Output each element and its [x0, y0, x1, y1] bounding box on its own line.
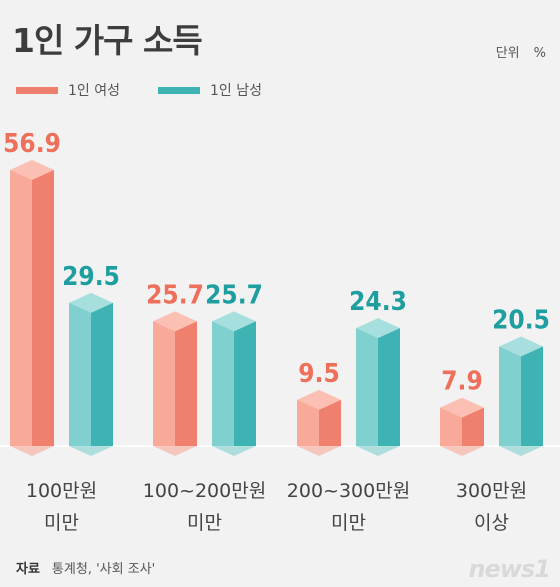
bar-female-0 [10, 160, 54, 456]
category-label-2-1: 미만 [331, 512, 366, 534]
value-label-male-2: 24.3 [349, 287, 407, 317]
category-label-1-0: 100~200만원 [143, 480, 266, 502]
bar-female-2 [297, 389, 341, 456]
legend-swatch-male [158, 86, 200, 94]
bar-male-2 [356, 318, 400, 456]
value-label-female-2: 9.5 [298, 359, 339, 389]
legend-label-male: 1인 남성 [210, 83, 262, 99]
unit-label: 단위% [496, 42, 546, 61]
category-label-2-0: 200~300만원 [287, 480, 410, 502]
value-label-female-3: 7.9 [441, 367, 482, 397]
source-text: 통계청, '사회 조사' [51, 562, 156, 577]
unit-symbol: % [533, 46, 546, 61]
value-label-male-3: 20.5 [492, 306, 550, 336]
category-label-3-0: 300만원 [456, 480, 527, 502]
category-label-0-0: 100만원 [26, 480, 97, 502]
legend-item-male: 1인 남성 [158, 80, 262, 100]
bar-female-1 [153, 311, 197, 456]
legend-swatch-female [16, 86, 58, 94]
value-label-female-0: 56.9 [3, 129, 61, 159]
legend-label-female: 1인 여성 [68, 83, 120, 99]
value-label-female-1: 25.7 [146, 280, 204, 310]
bar-male-1 [212, 311, 256, 456]
page-title: 1인 가구 소득 [12, 21, 203, 60]
bar-female-3 [440, 397, 484, 456]
news1-logo: news1 [468, 555, 551, 583]
legend-item-female: 1인 여성 [16, 80, 120, 100]
category-label-0-1: 미만 [44, 512, 79, 534]
source-note: 자료 통계청, '사회 조사' [16, 558, 155, 577]
unit-text: 단위 [495, 46, 520, 61]
bar-male-3 [499, 336, 543, 456]
category-label-3-1: 이상 [474, 512, 509, 534]
value-label-male-1: 25.7 [205, 280, 263, 310]
value-label-male-0: 29.5 [62, 262, 120, 292]
source-label: 자료 [16, 562, 40, 577]
category-label-1-1: 미만 [187, 512, 222, 534]
bar-male-0 [69, 292, 113, 456]
